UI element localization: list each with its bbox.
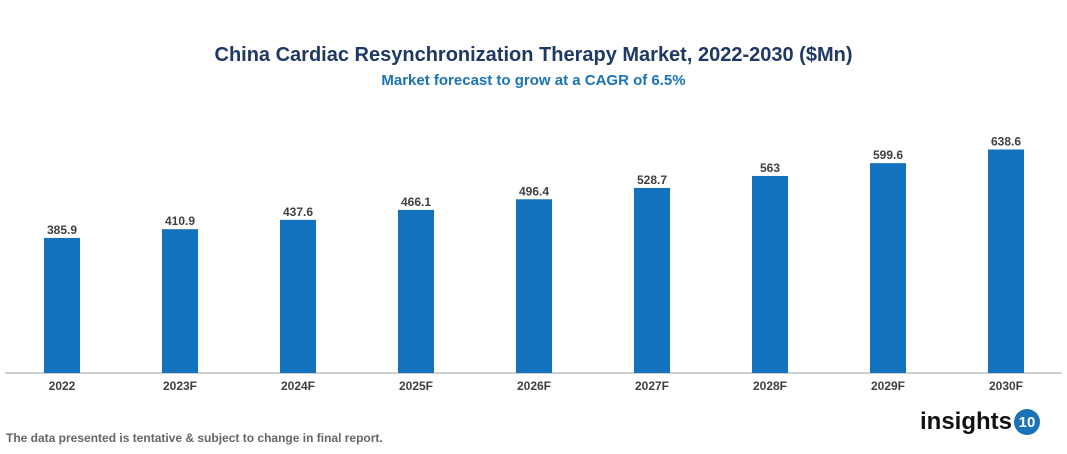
data-label-2028F: 563	[760, 161, 780, 175]
data-label-2023F: 410.9	[165, 214, 195, 228]
x-tick-label-2029F: 2029F	[871, 379, 905, 393]
bar-2027F	[634, 187, 670, 373]
x-tick-label-2028F: 2028F	[753, 379, 787, 393]
data-label-2024F: 437.6	[283, 205, 313, 219]
insights10-logo: insights 10	[920, 408, 1041, 436]
x-tick-label-2026F: 2026F	[517, 379, 551, 393]
data-label-2029F: 599.6	[873, 148, 903, 162]
data-label-2027F: 528.7	[637, 173, 667, 187]
x-tick-label-2024F: 2024F	[281, 379, 315, 393]
bar-2026F	[516, 199, 552, 373]
bar-2025F	[398, 209, 434, 373]
bar-2030F	[988, 149, 1024, 373]
bar-2028F	[752, 175, 788, 373]
data-label-2026F: 496.4	[519, 184, 549, 198]
disclaimer-note: The data presented is tentative & subjec…	[6, 431, 383, 445]
x-tick-label-2022: 2022	[49, 379, 76, 393]
logo-number: 10	[1014, 409, 1041, 435]
x-tick-label-2030F: 2030F	[989, 379, 1023, 393]
x-tick-label-2027F: 2027F	[635, 379, 669, 393]
bar-2024F	[280, 219, 316, 373]
bar-2022	[44, 237, 80, 373]
logo-text: insights	[920, 408, 1013, 435]
data-label-2030F: 638.6	[991, 134, 1021, 148]
bar-2023F	[162, 229, 198, 373]
bar-2029F	[870, 163, 906, 373]
data-label-2025F: 466.1	[401, 195, 431, 209]
x-tick-label-2025F: 2025F	[399, 379, 433, 393]
chart-subtitle: Market forecast to grow at a CAGR of 6.5…	[381, 72, 686, 89]
data-label-2022: 385.9	[47, 223, 77, 237]
x-tick-label-2023F: 2023F	[163, 379, 197, 393]
chart-title: China Cardiac Resynchronization Therapy …	[214, 44, 853, 66]
